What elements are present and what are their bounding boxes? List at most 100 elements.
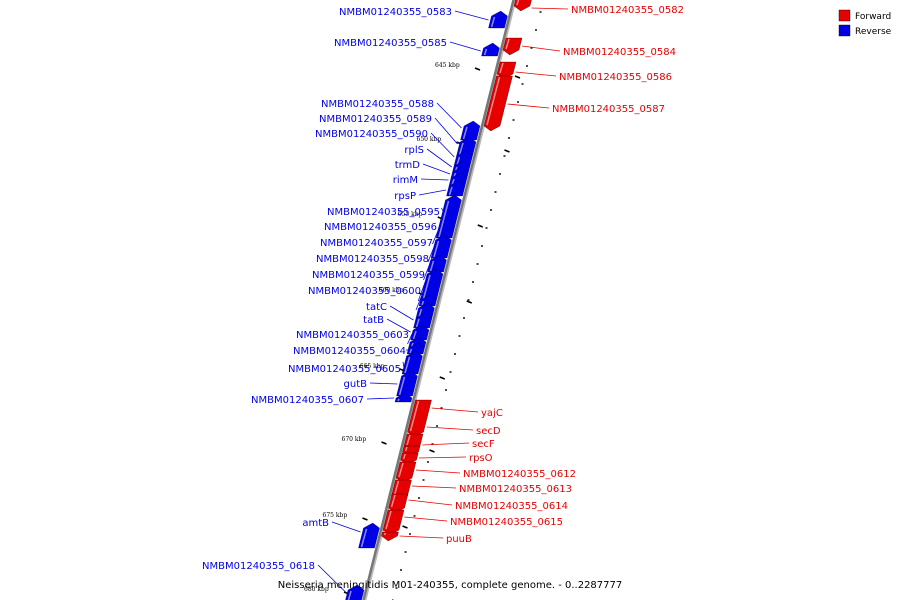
- genome-caption: Neisseria meningitidis M01-240355, compl…: [278, 580, 623, 591]
- reverse-gene-label: NMBM01240355_0604: [293, 346, 406, 357]
- reverse-gene-shade: [409, 348, 413, 354]
- forward-gene-shade: [385, 510, 392, 530]
- forward-gene-label: NMBM01240355_0584: [563, 47, 676, 58]
- reverse-gene-label-leader: [420, 178, 449, 181]
- forward-gene-shade: [383, 532, 387, 536]
- reverse-gene: [358, 522, 380, 549]
- reverse-gene-label-leader: [402, 361, 405, 369]
- forward-gene-label: yajC: [481, 408, 503, 419]
- reverse-gene-label: NMBM01240355_0597: [320, 238, 433, 249]
- reverse-gene-shade: [422, 274, 431, 300]
- reverse-gene-shade: [458, 142, 464, 156]
- reverse-gene-label-leader: [423, 257, 433, 281]
- reverse-gene-label: trmD: [395, 160, 421, 171]
- forward-gene-label-leader: [418, 456, 467, 459]
- backbone-line: [362, 0, 515, 600]
- reverse-gene-shade: [483, 48, 488, 56]
- forward-gene-label: NMBM01240355_0614: [455, 501, 568, 512]
- tick-label: 660 kbp: [379, 287, 404, 294]
- reverse-gene-label: gutB: [344, 379, 368, 390]
- forward-gene-label: NMBM01240355_0587: [552, 104, 665, 115]
- reverse-gene-label: rplS: [404, 145, 424, 156]
- forward-gene: [381, 531, 399, 542]
- reverse-gene-label: NMBM01240355_0583: [339, 7, 452, 18]
- forward-gene-label-leader: [515, 71, 557, 77]
- forward-gene-shade: [393, 480, 400, 496]
- forward-gene-shade: [404, 446, 408, 452]
- tick-label: 655 kbp: [398, 211, 423, 218]
- reverse-gene-label: amtB: [302, 518, 329, 529]
- reverse-gene-shade: [462, 126, 468, 140]
- reverse-gene-shade: [456, 156, 461, 166]
- reverse-gene: [430, 234, 452, 259]
- forward-gene-label-leader: [404, 516, 448, 522]
- forward-gene-shade: [398, 462, 404, 478]
- legend-swatch: [838, 24, 851, 37]
- reverse-gene-label-leader: [417, 273, 429, 302]
- tick-label: 650 kbp: [417, 136, 442, 143]
- forward-gene-label-leader: [415, 469, 461, 474]
- reverse-gene-shade: [421, 300, 425, 306]
- reverse-gene-label: NMBM01240355_0599: [312, 270, 425, 281]
- reverse-gene-label-leader: [415, 289, 425, 311]
- major-tick-right: [402, 525, 408, 529]
- reverse-gene-shade: [433, 240, 440, 258]
- forward-gene: [513, 0, 532, 12]
- reverse-gene-shade: [438, 200, 450, 238]
- reverse-gene-label-leader: [369, 382, 398, 385]
- reverse-gene-label: NMBM01240355_0590: [315, 129, 428, 140]
- reverse-gene-label-leader: [331, 521, 361, 533]
- reverse-gene-label: NMBM01240355_0600: [308, 286, 421, 297]
- reverse-gene-shade: [415, 318, 420, 328]
- reverse-gene-label: NMBM01240355_0607: [251, 395, 364, 406]
- major-tick-right: [514, 75, 521, 79]
- reverse-gene-label-leader: [418, 189, 447, 196]
- reverse-gene-label-leader: [366, 397, 395, 400]
- forward-gene-shade: [505, 38, 510, 50]
- reverse-gene-label: NMBM01240355_0596: [324, 222, 437, 233]
- forward-gene-label-leader: [431, 407, 479, 413]
- reverse-gene: [401, 350, 423, 375]
- reverse-gene-label-leader: [434, 117, 458, 145]
- reverse-gene-shade: [418, 308, 423, 318]
- forward-gene-shade: [516, 0, 520, 6]
- forward-gene: [483, 75, 513, 132]
- reverse-gene-label: rpsP: [394, 191, 416, 202]
- legend-swatch: [838, 9, 851, 22]
- tick-label: 645 kbp: [435, 62, 460, 69]
- reverse-gene-label-leader: [407, 333, 413, 345]
- reverse-gene-label: NMBM01240355_0589: [319, 114, 432, 125]
- forward-gene-label-leader: [408, 499, 453, 506]
- reverse-gene-label: NMBM01240355_0618: [202, 561, 315, 572]
- major-tick-right: [429, 449, 435, 453]
- reverse-gene-label-leader: [426, 148, 452, 168]
- forward-gene-shade: [390, 494, 396, 508]
- reverse-gene-label-leader: [422, 163, 451, 175]
- reverse-gene-label-leader: [449, 41, 481, 52]
- forward-gene-label: secD: [476, 426, 501, 437]
- forward-gene-label: NMBM01240355_0586: [559, 72, 672, 83]
- forward-gene-shade: [409, 400, 420, 432]
- reverse-gene-label-leader: [386, 318, 411, 333]
- forward-gene-label: puuB: [446, 534, 472, 545]
- forward-gene-label: NMBM01240355_0582: [571, 5, 684, 16]
- reverse-gene-label-leader: [317, 564, 346, 593]
- legend-label: Reverse: [855, 27, 892, 37]
- reverse-gene-label: NMBM01240355_0603: [296, 330, 409, 341]
- forward-gene-label: NMBM01240355_0612: [463, 469, 576, 480]
- major-tick-right: [439, 376, 446, 380]
- major-tick-right: [504, 149, 510, 153]
- reverse-gene-shade: [398, 376, 406, 396]
- forward-gene-label-leader: [422, 442, 470, 446]
- forward-gene-shade: [402, 453, 406, 460]
- reverse-gene-label-leader: [441, 207, 444, 212]
- tick-label: 680 kbp: [304, 586, 329, 593]
- forward-gene-label-leader: [521, 45, 561, 52]
- reverse-gene: [396, 370, 418, 397]
- reverse-gene-shade: [347, 590, 352, 600]
- tick-label: 675 kbp: [323, 512, 348, 519]
- reverse-gene-label: NMBM01240355_0598: [316, 254, 429, 265]
- tick-label: 670 kbp: [342, 436, 367, 443]
- forward-gene-shade: [406, 434, 411, 446]
